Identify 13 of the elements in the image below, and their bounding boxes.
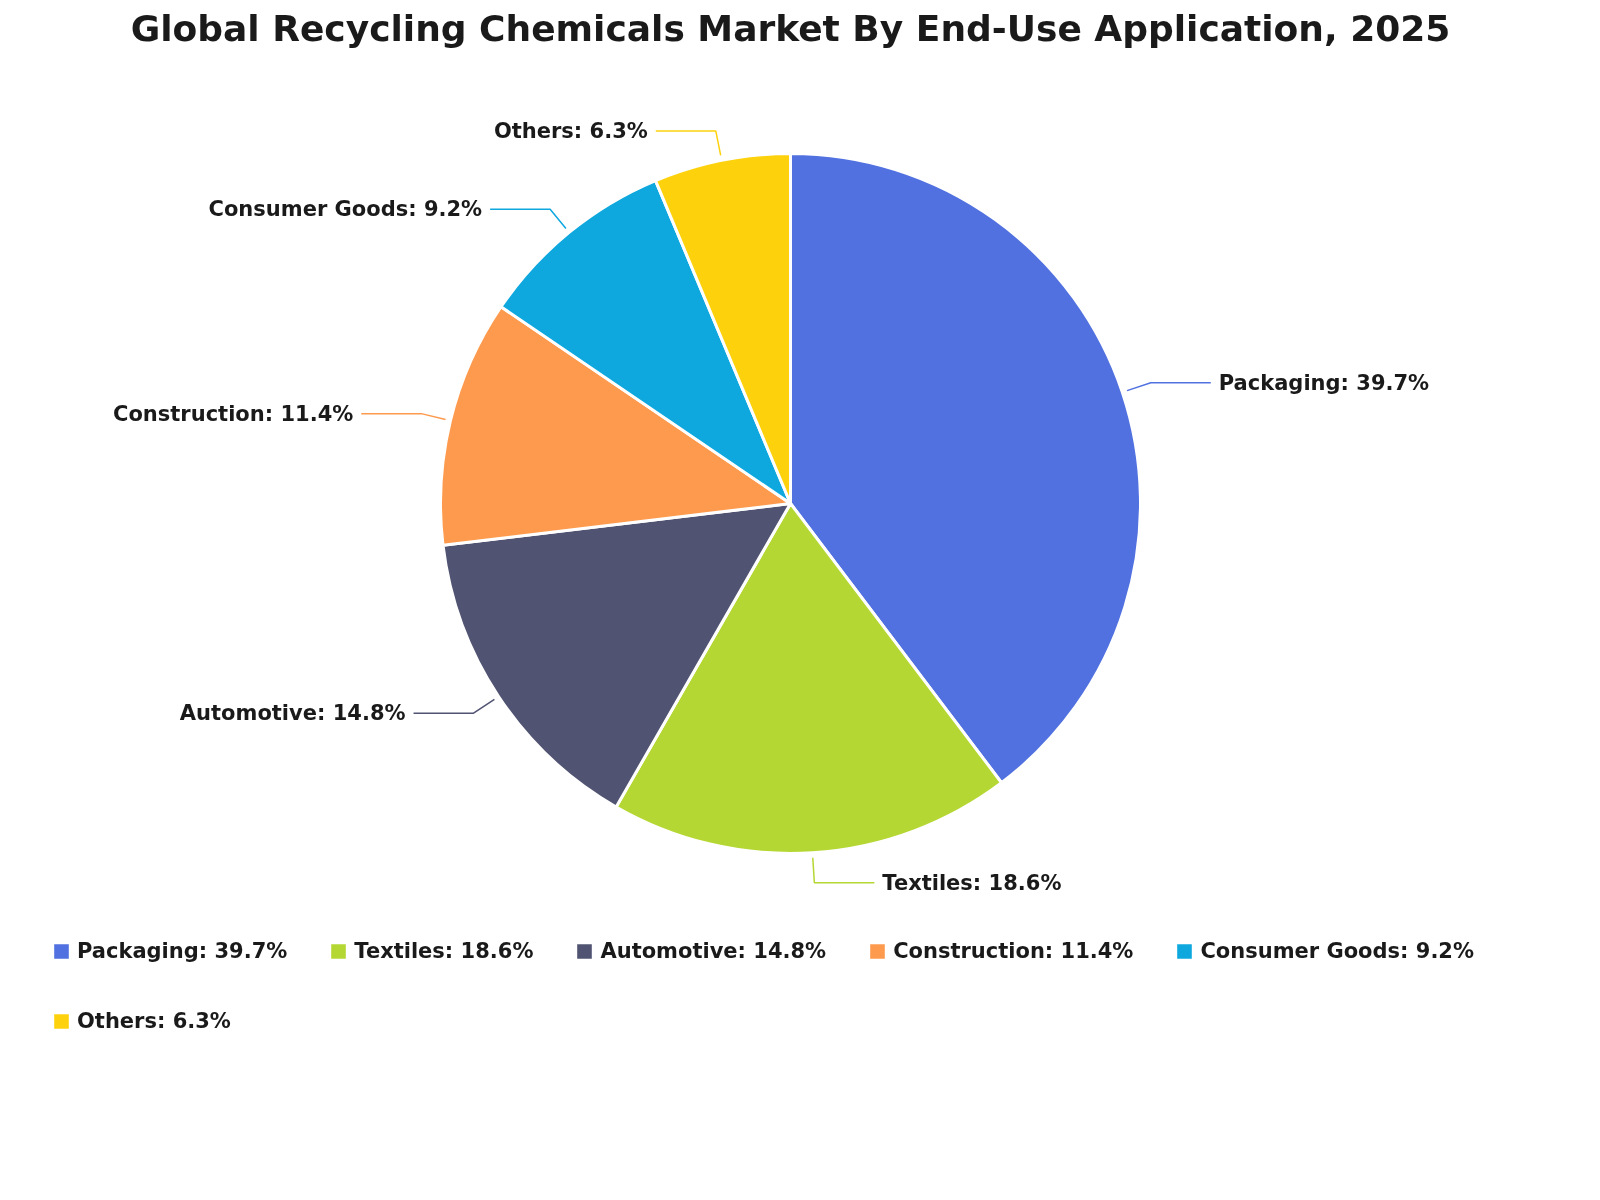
slice-label: Textiles: 18.6% [882, 870, 1062, 895]
legend-label: Construction: 11.4% [893, 939, 1134, 963]
slice-label: Others: 6.3% [493, 118, 648, 143]
chart-title: Global Recycling Chemicals Market By End-Use Application, 2025 [130, 7, 1451, 49]
slice-label: Consumer Goods: 9.2% [208, 197, 483, 222]
legend-label: Others: 6.3% [77, 1009, 231, 1033]
legend-label: Textiles: 18.6% [354, 939, 534, 963]
slice-label: Packaging: 39.7% [1218, 370, 1430, 395]
slice-label: Construction: 11.4% [113, 401, 354, 426]
slice-label: Automotive: 14.8% [179, 701, 406, 726]
legend-label: Consumer Goods: 9.2% [1200, 939, 1475, 963]
legend-label: Automotive: 14.8% [600, 939, 827, 963]
legend-label: Packaging: 39.7% [77, 939, 288, 963]
